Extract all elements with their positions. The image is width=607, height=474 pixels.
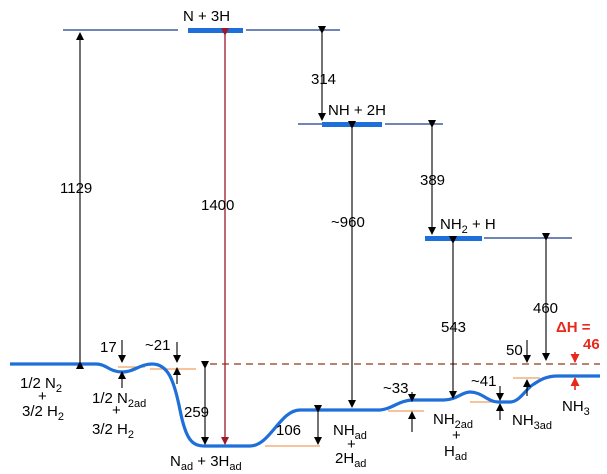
n2ad-l1s: 2ad [128, 398, 146, 410]
nhad-a: NH [333, 422, 355, 439]
nh2ad-b: H [444, 443, 455, 460]
nh3-as: 3 [584, 406, 590, 418]
n2ad-l2a: 3/2 H [92, 421, 128, 438]
n2ad-l1a: 1/2 N [92, 390, 128, 407]
energy-41: ~41 [471, 373, 496, 390]
label-n2ad-plus: + [112, 402, 121, 419]
delta-h-value: 46 [583, 336, 600, 353]
level-bar-nh2h-single [425, 236, 482, 241]
nh3ad-as: 3ad [534, 420, 552, 432]
label-nh2ad-line2: Had [444, 443, 467, 463]
label-n2-plus: + [38, 388, 47, 405]
energy-460: 460 [533, 300, 558, 317]
n2-l2a: 3/2 H [22, 403, 58, 420]
energy-arrows [76, 26, 550, 445]
n2-l1s: 2 [56, 383, 62, 395]
nad-a: N [170, 453, 181, 470]
label-nh2ad-line1: NH2ad [433, 411, 473, 431]
energy-314: 314 [311, 71, 336, 88]
energy-259: 259 [184, 404, 209, 421]
label-nhad-line1: NHad [333, 422, 367, 442]
nhad-bs: ad [354, 458, 366, 470]
energy-106: 106 [276, 422, 301, 439]
label-nhad-line2: 2Had [335, 450, 366, 470]
energy-389: 389 [420, 172, 445, 189]
label-nh3: NH3 [562, 398, 590, 418]
n2-l2s: 2 [58, 411, 64, 423]
label-nh2-h: NH2 + H [440, 216, 496, 236]
label-nh3ad: NH3ad [512, 412, 552, 432]
nad-b: + 3H [193, 453, 229, 470]
energy-17: 17 [100, 339, 117, 356]
nh2ad-bs: ad [455, 451, 467, 463]
nh3ad-a: NH [512, 412, 534, 429]
label-nad-3had: Nad + 3Had [170, 453, 242, 473]
energy-543: 543 [441, 319, 466, 336]
label-n2ad-line1: 1/2 N2ad [92, 390, 146, 410]
reference-lines [63, 29, 572, 239]
nad-as: ad [181, 461, 193, 473]
label-n2ad-line2: 3/2 H2 [92, 421, 134, 441]
energy-profile-curve [10, 362, 600, 448]
nh2-h-sub: 2 [462, 224, 468, 236]
label-n2-line2: 3/2 H2 [22, 403, 64, 423]
n2-l1a: 1/2 N [20, 375, 56, 392]
label-nhad-plus: + [347, 436, 356, 453]
nh2ad-a: NH [433, 411, 455, 428]
label-n2-line1: 1/2 N2 [20, 375, 62, 395]
nh3-a: NH [562, 398, 584, 415]
nhad-b: 2H [335, 450, 354, 467]
nad-bs: ad [229, 461, 241, 473]
level-bar-n3h [188, 28, 243, 33]
energy-1400: 1400 [201, 197, 234, 214]
level-bar-nh2h [322, 122, 382, 127]
energy-33: ~33 [383, 380, 408, 397]
energy-50: 50 [506, 342, 523, 359]
label-nh2ad-plus: + [452, 427, 461, 444]
label-n-3h: N + 3H [183, 8, 230, 25]
energy-1129: 1129 [60, 180, 92, 197]
label-nh-2h: NH + 2H [328, 102, 386, 119]
delta-h-label: ΔH = [556, 319, 591, 336]
energy-21: ~21 [145, 337, 170, 354]
energy-960: ~960 [331, 214, 365, 231]
nhad-as: ad [355, 430, 367, 442]
small-arrows [118, 340, 531, 432]
nh2-h-tail: + H [468, 216, 496, 233]
nh2-h-main: NH [440, 216, 462, 233]
nh2ad-as: 2ad [455, 419, 473, 431]
n2ad-l2s: 2 [128, 429, 134, 441]
